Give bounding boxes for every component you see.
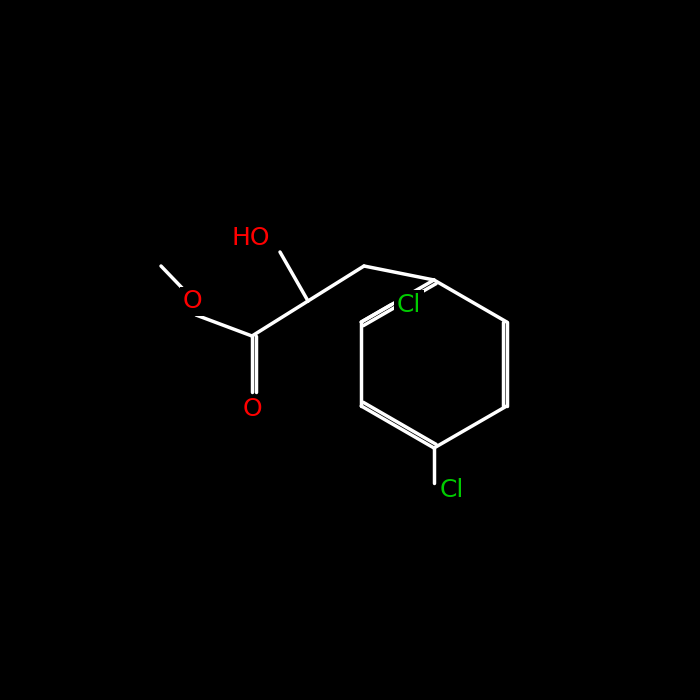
- Text: Cl: Cl: [397, 293, 421, 316]
- Text: HO: HO: [231, 226, 270, 250]
- Text: O: O: [183, 289, 202, 313]
- Text: Cl: Cl: [440, 478, 463, 502]
- Text: O: O: [242, 398, 262, 421]
